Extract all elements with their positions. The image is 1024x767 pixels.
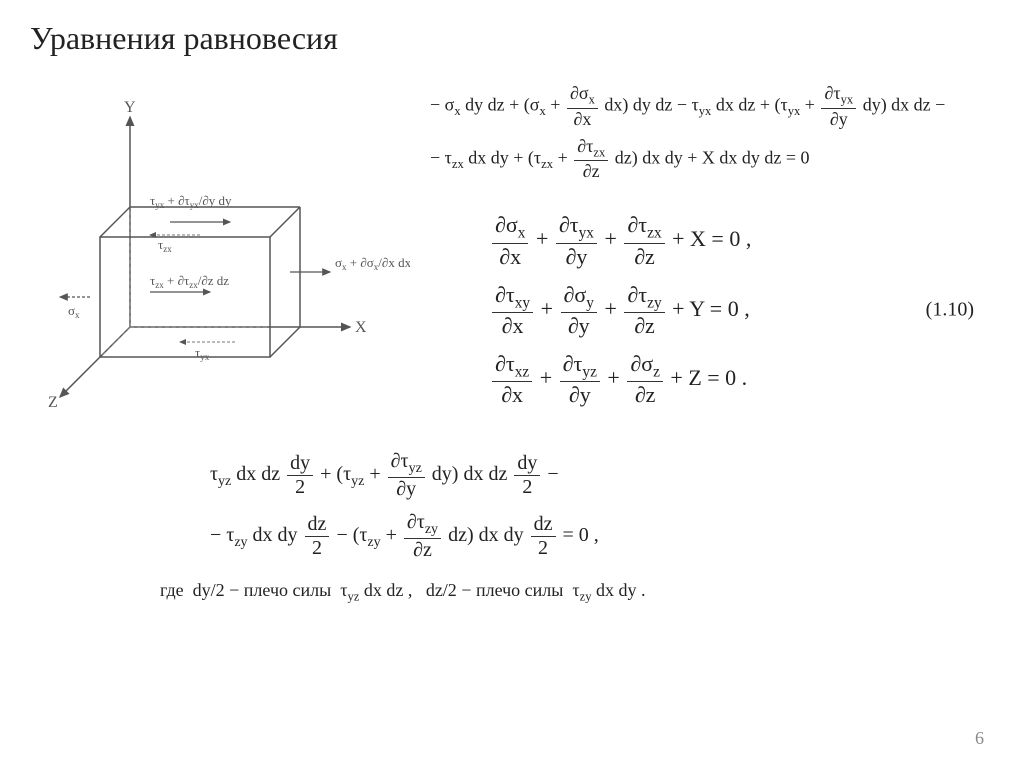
eq-top-line1: − σx dy dz + (σx + ∂σx∂x dx) dy dz − τyx… bbox=[430, 83, 994, 130]
equilibrium-system: ∂σx∂x + ∂τyx∂y + ∂τzx∂z + X = 0 , ∂τxy∂x… bbox=[490, 212, 994, 408]
label-tau-yx-face: τyx + ∂τyx/∂y dy bbox=[150, 193, 232, 210]
label-tau-yx-bottom: τyx bbox=[195, 345, 210, 362]
moment-equations: τyz dx dz dy2 + (τyz + ∂τyz∂y dy) dx dz … bbox=[210, 450, 994, 562]
axis-z-label: Z bbox=[48, 394, 58, 411]
footnote: где dy/2 − плечо силы τyz dx dz , dz/2 −… bbox=[160, 580, 994, 605]
stress-cube-diagram: Y X Z σx σx bbox=[30, 77, 410, 420]
eq-mid-3: ∂τxz∂x + ∂τyz∂y + ∂σz∂z + Z = 0 . bbox=[490, 351, 994, 408]
eq-top-line2: − τzx dx dy + (τzx + ∂τzx∂z dz) dx dy + … bbox=[430, 136, 994, 183]
page-number: 6 bbox=[975, 728, 984, 749]
equations-column: − σx dy dz + (σx + ∂σx∂x dx) dy dz − τyx… bbox=[430, 77, 994, 420]
label-tau-zx-face: τzx + ∂τzx/∂z dz bbox=[150, 273, 229, 290]
eq-mid-1: ∂σx∂x + ∂τyx∂y + ∂τzx∂z + X = 0 , bbox=[490, 212, 994, 269]
label-sigma-x: σx bbox=[68, 303, 80, 320]
axis-x-label: X bbox=[355, 319, 367, 336]
label-sigma-face: σx + ∂σx/∂x dx bbox=[335, 255, 410, 272]
label-tau-zx-top: τzx bbox=[158, 237, 172, 254]
axis-y-label: Y bbox=[124, 99, 136, 116]
content-area: Y X Z σx σx bbox=[30, 77, 994, 420]
eq-mid-2: ∂τxy∂x + ∂σy∂y + ∂τzy∂z + Y = 0 , bbox=[490, 282, 994, 339]
equation-number: (1.10) bbox=[926, 299, 974, 322]
eq-bot-2: − τzy dx dy dz2 − (τzy + ∂τzy∂z dz) dx d… bbox=[210, 511, 994, 562]
page-title: Уравнения равновесия bbox=[30, 20, 994, 57]
eq-bot-1: τyz dx dz dy2 + (τyz + ∂τyz∂y dy) dx dz … bbox=[210, 450, 994, 501]
